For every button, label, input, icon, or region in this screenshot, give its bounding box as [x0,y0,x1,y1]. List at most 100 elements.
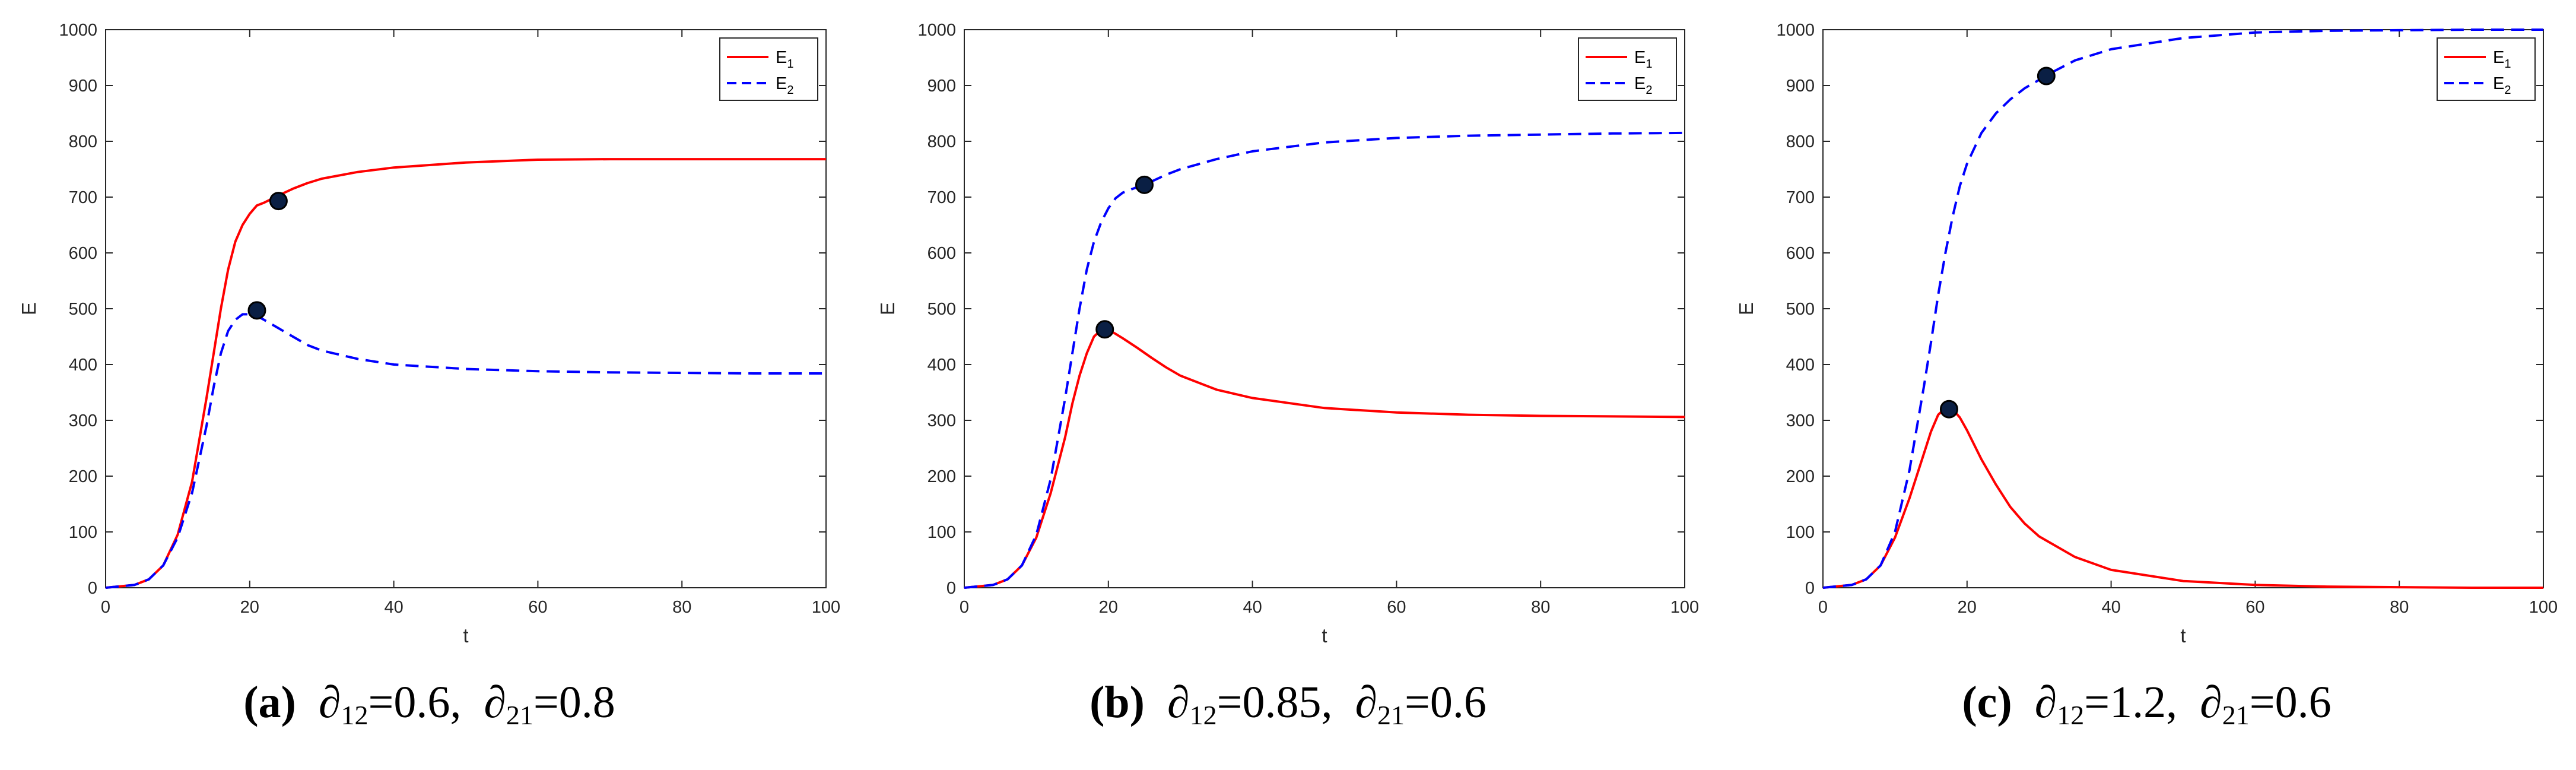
x-tick-label: 40 [1243,598,1262,617]
plot-frame [105,29,827,588]
y-tick-label: 700 [69,188,97,207]
param2-symbol: ∂ [1355,677,1377,727]
y-tick-label: 300 [69,411,97,430]
y-axis-label: E [1735,302,1757,315]
x-tick-label: 100 [2529,598,2558,617]
y-tick-label: 800 [1786,132,1815,151]
y-tick-label: 800 [928,132,956,151]
series-line-e1 [105,158,826,589]
x-tick-label: 60 [528,598,547,617]
y-tick-label: 400 [928,356,956,375]
y-tick-label: 300 [928,411,956,430]
caption-letter: (a) [243,677,296,727]
x-tick-label: 80 [1531,598,1550,617]
y-tick-label: 600 [928,244,956,263]
y-tick-label: 1000 [1776,21,1815,40]
chart-c: 0 100 200 300 400 500 600 700 800 900 1000 0 20 40 60 8… [1735,21,2558,647]
y-tick-label: 400 [1786,356,1815,375]
param1-value: 1.2 [2110,677,2167,727]
y-tick-label: 500 [928,300,956,319]
param2-value: 0.6 [2275,677,2332,727]
y-tick-label: 0 [88,579,97,598]
caption-c: (c) ∂12=1.2, ∂21=0.6 [1962,677,2332,730]
y-tick-label: 300 [1786,411,1815,430]
x-tick-label: 20 [1958,598,1977,617]
x-tick-label: 80 [2390,598,2409,617]
panel-c: 0 100 200 300 400 500 600 700 800 900 1000 0 20 40 60 8… [1717,0,2576,770]
legend-label: E1 [776,48,793,71]
caption-letter: (c) [1962,677,2012,727]
plot-frame [964,29,1685,588]
chart-b: 0 100 200 300 400 500 600 700 800 900 1000 0 20 40 60 8… [876,21,1699,647]
y-axis-label: E [876,302,898,315]
series-line-e2 [964,131,1685,589]
param2-sub: 21 [506,700,533,730]
y-tick-label: 1000 [917,21,956,40]
legend-label: E1 [1634,48,1652,71]
x-tick-label: 0 [960,598,969,617]
y-tick-label: 100 [69,523,97,542]
y-tick-label: 200 [928,467,956,486]
series-line-e1 [1822,407,2543,589]
legend-box [1578,37,1677,101]
legend-label: E2 [1634,74,1652,97]
x-tick-label: 0 [101,598,110,617]
marker-point [247,301,266,320]
y-tick-label: 900 [928,77,956,96]
marker-point [1095,320,1114,339]
legend-box [2437,37,2536,101]
panel-a: 0 100 200 300 400 500 600 700 800 900 1000 0 20 40 60 8… [0,0,859,770]
y-tick-label: 700 [928,188,956,207]
legend-label: E2 [776,74,793,97]
y-tick-label: 600 [69,244,97,263]
param1-value: 0.6 [393,677,450,727]
chart-a: 0 100 200 300 400 500 600 700 800 900 1000 0 20 40 60 8… [18,21,840,647]
x-tick-label: 100 [812,598,840,617]
x-axis-label: t [1322,625,1327,647]
param2-symbol: ∂ [484,677,506,727]
param1-symbol: ∂ [1167,677,1190,727]
y-tick-label: 100 [1786,523,1815,542]
plot-frame [1822,29,2544,588]
y-tick-label: 1000 [59,21,97,40]
param1-symbol: ∂ [318,677,341,727]
y-tick-label: 200 [69,467,97,486]
y-tick-label: 900 [69,77,97,96]
param2-sub: 21 [1377,700,1405,730]
legend-box [719,37,818,101]
caption-b: (b) ∂12=0.85, ∂21=0.6 [1090,677,1486,730]
x-tick-label: 20 [240,598,259,617]
x-tick-label: 40 [384,598,403,617]
panel-b: 0 100 200 300 400 500 600 700 800 900 1000 0 20 40 60 8… [859,0,1717,770]
x-tick-label: 80 [672,598,691,617]
param1-sub: 12 [1189,700,1217,730]
marker-point [1135,175,1154,194]
y-tick-label: 200 [1786,467,1815,486]
y-tick-label: 400 [69,356,97,375]
x-tick-label: 40 [2101,598,2120,617]
y-tick-label: 0 [1805,579,1815,598]
param1-value: 0.85 [1242,677,1322,727]
x-tick-label: 20 [1099,598,1118,617]
y-tick-label: 800 [69,132,97,151]
param1-sub: 12 [341,700,369,730]
marker-point [1939,400,1958,419]
x-axis-label: t [463,625,468,647]
y-tick-label: 500 [1786,300,1815,319]
param2-sub: 21 [2222,700,2250,730]
series-line-e2 [1822,28,2543,589]
caption-letter: (b) [1090,677,1145,727]
y-tick-label: 0 [946,579,956,598]
param2-symbol: ∂ [2200,677,2222,727]
y-tick-label: 600 [1786,244,1815,263]
marker-point [269,192,288,211]
param1-sub: 12 [2057,700,2085,730]
y-tick-label: 100 [928,523,956,542]
param1-symbol: ∂ [2034,677,2057,727]
series-line-e1 [964,328,1685,589]
y-tick-label: 700 [1786,188,1815,207]
y-tick-label: 900 [1786,77,1815,96]
caption-a: (a) ∂12=0.6, ∂21=0.8 [243,677,615,730]
y-tick-label: 500 [69,300,97,319]
x-tick-label: 0 [1818,598,1828,617]
